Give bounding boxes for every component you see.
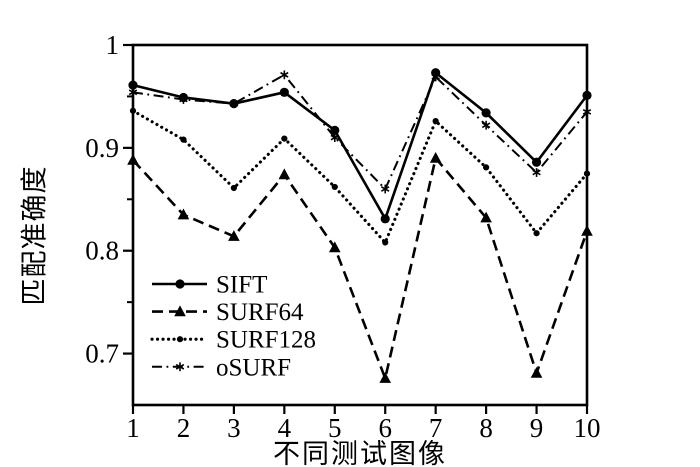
series-line-SURF128 [131,109,589,246]
series-line-SIFT [132,70,589,222]
series-line-oSURF [132,73,588,191]
x-tick-label: 4 [278,413,292,443]
y-tick-label: 0.7 [85,339,119,369]
series-SIFT [128,68,592,224]
x-tick-label: 6 [378,413,392,443]
legend-label: SURF64 [216,299,304,326]
legend-label: SURF128 [216,327,316,354]
x-tick-label: 5 [328,413,342,443]
series-SURF64 [127,151,593,383]
y-tick-label: 0.8 [85,236,119,266]
series-SURF128 [129,107,591,246]
legend-item-oSURF: oSURF [152,354,291,381]
legend-item-SURF64: SURF64 [152,299,304,326]
x-tick-label: 3 [227,413,241,443]
legend-item-SURF128: SURF128 [150,327,316,354]
x-tick-label: 9 [530,413,544,443]
x-tick-label: 1 [126,413,140,443]
series-line-SURF64 [132,155,589,383]
legend-item-SIFT: SIFT [152,272,267,299]
x-axis-title: 不同测试图像 [273,439,447,467]
series-oSURF [128,70,592,194]
y-tick-label: 0.9 [85,133,119,163]
x-tick-label: 7 [429,413,443,443]
x-tick-label: 8 [479,413,493,443]
legend-label: oSURF [216,354,291,381]
y-axis-title: 匹配准确度 [19,165,50,306]
y-tick-label: 1 [106,30,120,60]
x-tick-label: 10 [574,413,601,443]
x-tick-label: 2 [177,413,191,443]
legend-label: SIFT [216,272,267,299]
